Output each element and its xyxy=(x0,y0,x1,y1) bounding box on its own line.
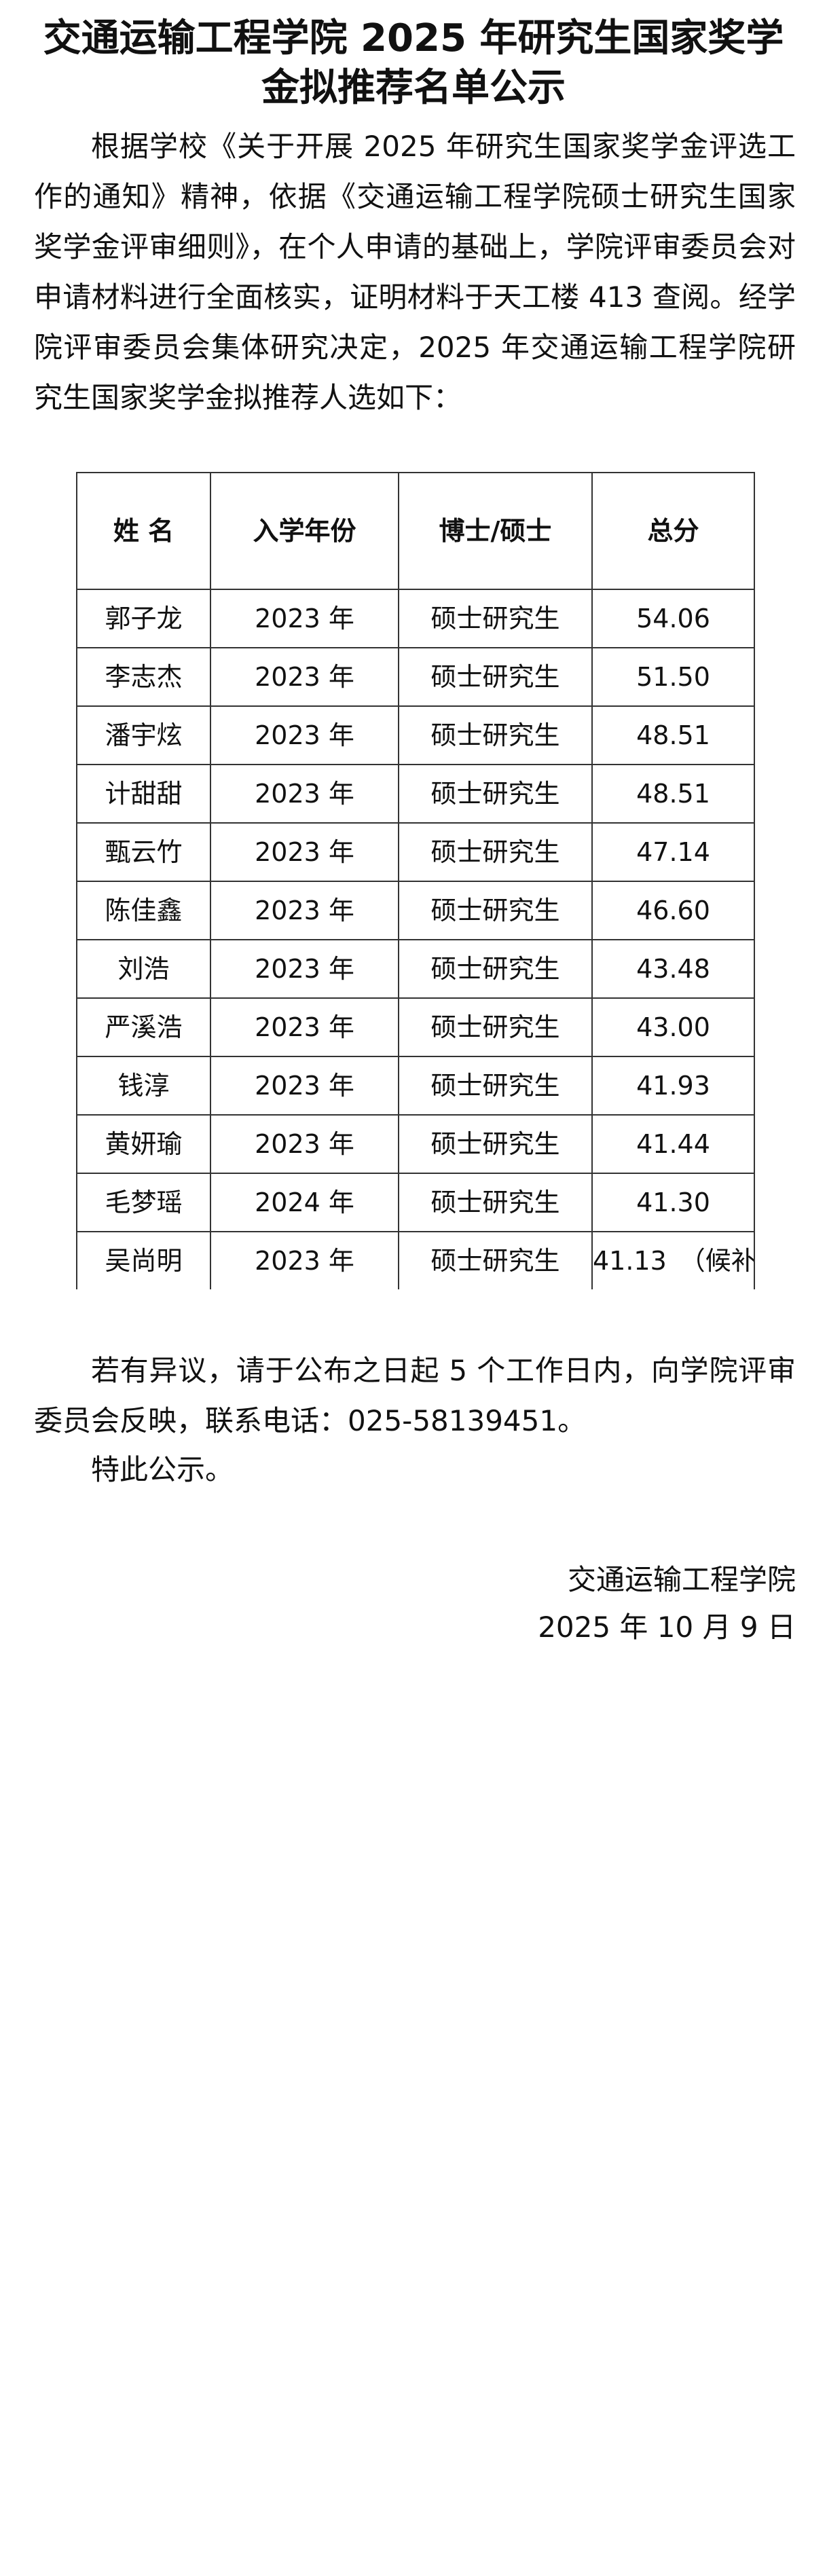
cell-degree: 硕士研究生 xyxy=(398,764,593,824)
cell-score: 41.44 xyxy=(591,1114,755,1174)
cell-degree: 硕士研究生 xyxy=(398,939,593,999)
table-header-row: 姓 名 入学年份 博士/硕士 总分 xyxy=(76,472,755,590)
cell-year: 2023 年 xyxy=(210,939,399,999)
cell-score: 47.14 xyxy=(591,822,755,882)
cell-score: 41.93 xyxy=(591,1056,755,1116)
cell-degree: 硕士研究生 xyxy=(398,1231,593,1289)
cell-score: 41.13 （候补） xyxy=(591,1231,755,1289)
cell-degree: 硕士研究生 xyxy=(398,997,593,1057)
cell-year: 2023 年 xyxy=(210,1056,399,1116)
cell-name: 潘宇炫 xyxy=(76,705,211,765)
cell-name: 吴尚明 xyxy=(76,1231,211,1289)
cell-name: 郭子龙 xyxy=(76,589,211,648)
table-row: 郭子龙 2023 年硕士研究生 54.06 xyxy=(76,589,755,648)
cell-name: 刘浩 xyxy=(76,939,211,999)
cell-degree: 硕士研究生 xyxy=(398,1056,593,1116)
cell-year: 2023 年 xyxy=(210,1231,399,1289)
cell-name: 甄云竹 xyxy=(76,822,211,882)
recommendation-table: 姓 名 入学年份 博士/硕士 总分 郭子龙 2023 年硕士研究生 54.06 李志杰… xyxy=(76,472,755,1289)
cell-name: 李志杰 xyxy=(76,647,211,707)
table-row: 计甜甜 2023 年硕士研究生 48.51 xyxy=(76,764,755,824)
header-degree: 博士/硕士 xyxy=(398,472,593,590)
cell-name: 毛梦瑶 xyxy=(76,1173,211,1232)
cell-year: 2024 年 xyxy=(210,1173,399,1232)
table-row: 陈佳鑫 2023 年硕士研究生 46.60 xyxy=(76,881,755,940)
cell-degree: 硕士研究生 xyxy=(398,1173,593,1232)
cell-year: 2023 年 xyxy=(210,822,399,882)
cell-degree: 硕士研究生 xyxy=(398,822,593,882)
cell-degree: 硕士研究生 xyxy=(398,881,593,940)
intro-paragraph: 根据学校《关于开展 2025 年研究生国家奖学金评选工作的通知》精神，依据《交通… xyxy=(34,130,796,414)
cell-degree: 硕士研究生 xyxy=(398,1114,593,1174)
closing-text: 特此公示。 xyxy=(91,1453,234,1486)
cell-score: 41.30 xyxy=(591,1173,755,1232)
cell-year: 2023 年 xyxy=(210,997,399,1057)
cell-score: 43.00 xyxy=(591,997,755,1057)
cell-name: 计甜甜 xyxy=(76,764,211,824)
table-row: 黄妍瑜 2023 年硕士研究生 41.44 xyxy=(76,1114,755,1174)
cell-year: 2023 年 xyxy=(210,589,399,648)
signature-date: 2025 年 10 月 9 日 xyxy=(538,1611,796,1644)
cell-score: 51.50 xyxy=(591,647,755,707)
objection-paragraph: 若有异议，请于公布之日起 5 个工作日内，向学院评审委员会反映，联系电话：025… xyxy=(34,1354,796,1437)
cell-name: 钱淳 xyxy=(76,1056,211,1116)
table-row: 严溪浩 2023 年硕士研究生 43.00 xyxy=(76,997,755,1057)
cell-name: 严溪浩 xyxy=(76,997,211,1057)
cell-year: 2023 年 xyxy=(210,705,399,765)
cell-score: 46.60 xyxy=(591,881,755,940)
cell-name: 黄妍瑜 xyxy=(76,1114,211,1174)
cell-year: 2023 年 xyxy=(210,764,399,824)
cell-score: 48.51 xyxy=(591,705,755,765)
cell-year: 2023 年 xyxy=(210,647,399,707)
header-score: 总分 xyxy=(591,472,755,590)
table-row: 李志杰 2023 年硕士研究生 51.50 xyxy=(76,647,755,707)
cell-score: 43.48 xyxy=(591,939,755,999)
header-year: 入学年份 xyxy=(210,472,399,590)
table-row: 甄云竹 2023 年硕士研究生 47.14 xyxy=(76,822,755,882)
cell-name: 陈佳鑫 xyxy=(76,881,211,940)
cell-score: 48.51 xyxy=(591,764,755,824)
cell-degree: 硕士研究生 xyxy=(398,647,593,707)
table-row: 潘宇炫 2023 年硕士研究生 48.51 xyxy=(76,705,755,765)
cell-year: 2023 年 xyxy=(210,881,399,940)
table-row: 毛梦瑶 2024 年硕士研究生 41.30 xyxy=(76,1173,755,1232)
cell-degree: 硕士研究生 xyxy=(398,589,593,648)
table-row: 钱淳 2023 年硕士研究生 41.93 xyxy=(76,1056,755,1116)
header-name: 姓 名 xyxy=(76,472,211,590)
cell-year: 2023 年 xyxy=(210,1114,399,1174)
title-line-2: 金拟推荐名单公示 xyxy=(261,66,566,110)
cell-degree: 硕士研究生 xyxy=(398,705,593,765)
title-line-1: 交通运输工程学院 2025 年研究生国家奖学 xyxy=(43,16,784,60)
page-title: 交通运输工程学院 2025 年研究生国家奖学 金拟推荐名单公示 xyxy=(27,14,800,113)
cell-score: 54.06 xyxy=(591,589,755,648)
table-row: 刘浩 2023 年硕士研究生 43.48 xyxy=(76,939,755,999)
signature-org: 交通运输工程学院 xyxy=(567,1563,796,1596)
